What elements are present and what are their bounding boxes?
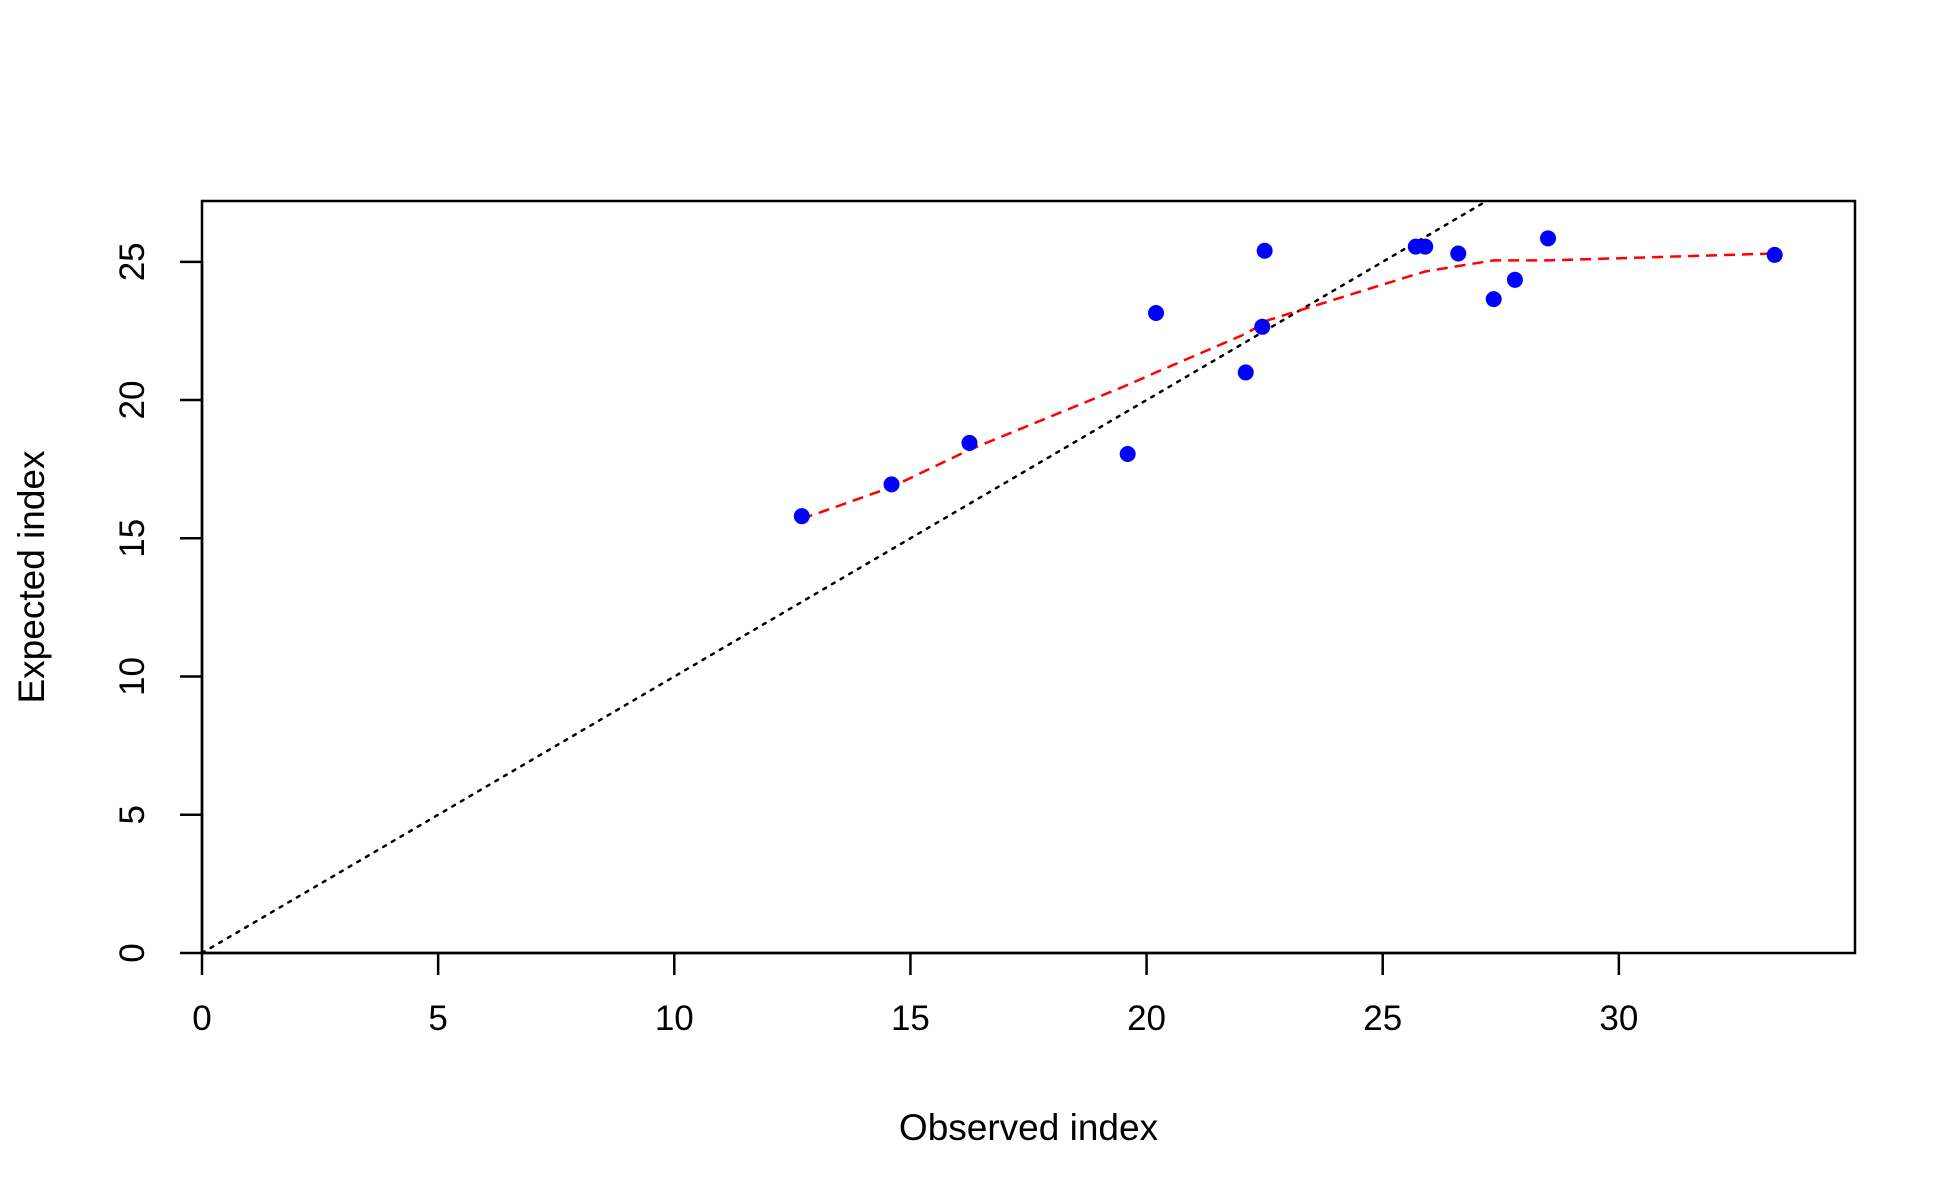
x-axis-title: Observed index — [899, 1107, 1159, 1148]
x-tick-label: 30 — [1599, 999, 1638, 1038]
smooth-trend-line — [801, 252, 1775, 521]
data-point — [1506, 271, 1523, 288]
data-point — [1540, 230, 1557, 247]
data-point — [961, 434, 978, 451]
x-tick-label: 25 — [1363, 999, 1402, 1038]
data-point — [1450, 245, 1467, 262]
y-tick-label: 25 — [113, 242, 152, 281]
data-point — [1485, 291, 1502, 308]
data-point — [1254, 318, 1271, 335]
data-point — [1119, 445, 1136, 462]
y-tick-label: 10 — [113, 657, 152, 696]
data-point — [1237, 364, 1254, 381]
data-point — [1148, 304, 1165, 321]
y-tick-label: 20 — [113, 381, 152, 420]
plot-frame — [200, 199, 1857, 955]
y-tick-label: 0 — [113, 943, 152, 962]
y-tick-label: 15 — [113, 519, 152, 558]
x-tick-label: 0 — [192, 999, 211, 1038]
x-tick-label: 20 — [1127, 999, 1166, 1038]
x-tick-label: 5 — [428, 999, 447, 1038]
data-point — [883, 476, 900, 493]
data-point — [1766, 246, 1783, 263]
data-point — [793, 508, 810, 525]
reference-line — [202, 201, 1490, 953]
data-point — [1256, 242, 1273, 259]
y-tick-label: 5 — [113, 805, 152, 824]
x-tick-label: 10 — [655, 999, 694, 1038]
data-point — [1417, 238, 1434, 255]
x-tick-label: 15 — [891, 999, 930, 1038]
y-axis-title: Expected index — [11, 450, 52, 704]
